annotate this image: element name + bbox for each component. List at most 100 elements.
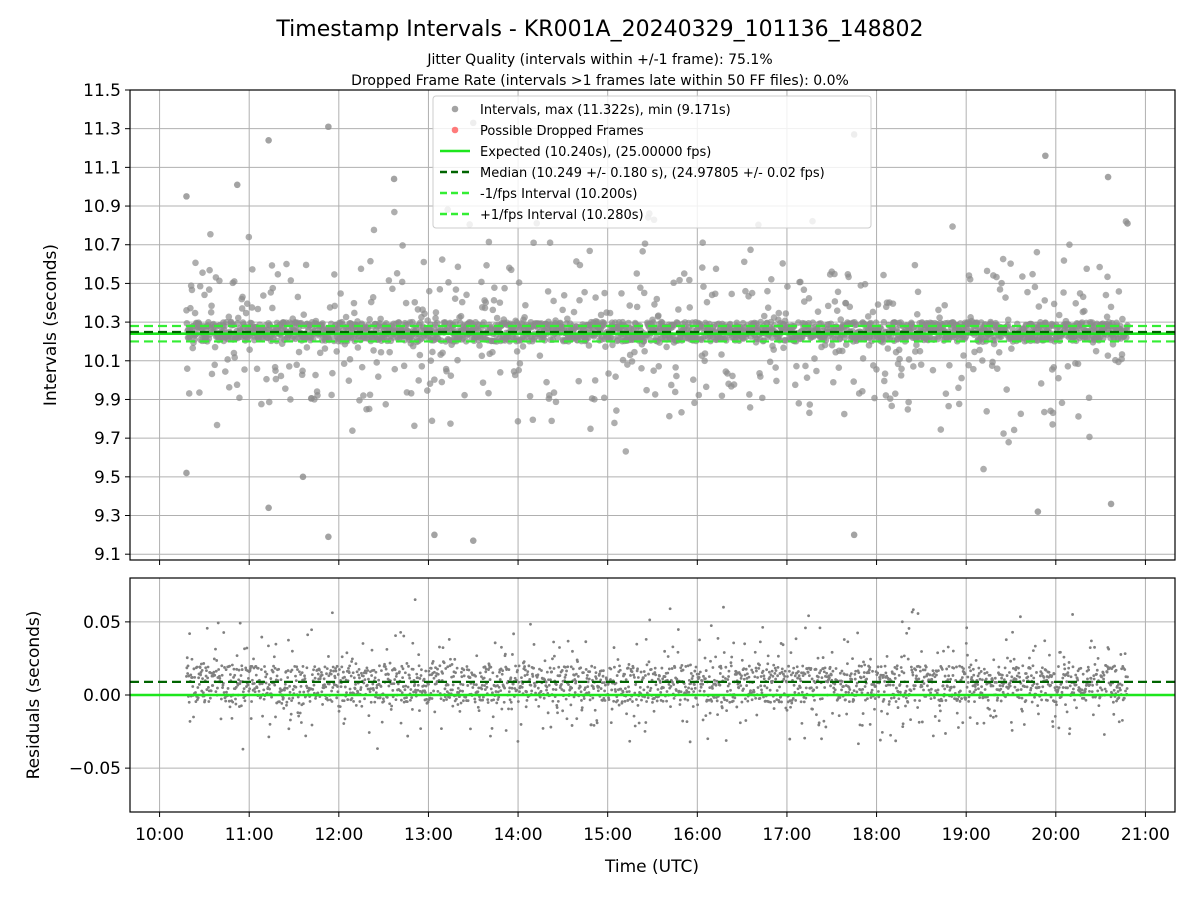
residual-point xyxy=(222,691,226,694)
interval-point xyxy=(772,364,779,371)
residual-point xyxy=(333,676,337,680)
residual-point xyxy=(239,674,243,677)
interval-point xyxy=(489,348,496,356)
residual-point xyxy=(874,684,878,688)
residual-point xyxy=(694,665,698,669)
residual-point xyxy=(784,706,788,710)
residual-point xyxy=(617,703,621,707)
interval-point xyxy=(601,289,608,297)
residual-point xyxy=(922,688,925,692)
residual-point xyxy=(1096,657,1100,660)
residual-point xyxy=(815,686,819,689)
residual-point xyxy=(468,676,472,679)
interval-point xyxy=(260,292,267,299)
residual-point xyxy=(868,723,872,726)
interval-point xyxy=(491,284,498,291)
residual-point xyxy=(474,683,478,687)
residual-point xyxy=(901,725,905,729)
residual-point xyxy=(860,664,863,668)
top-y-tick-label: 11.1 xyxy=(83,158,121,178)
residual-point xyxy=(316,691,320,695)
interval-point xyxy=(980,465,987,473)
residual-point xyxy=(911,608,915,612)
residual-point xyxy=(751,671,755,674)
residual-point xyxy=(982,667,986,671)
interval-point xyxy=(695,391,703,399)
bottom-y-tick-label: 0.05 xyxy=(83,613,121,633)
interval-point xyxy=(529,416,537,424)
residual-point xyxy=(770,669,774,673)
residual-point xyxy=(280,701,284,705)
residual-point xyxy=(551,657,554,661)
residual-point xyxy=(1033,644,1037,648)
interval-point xyxy=(800,298,808,305)
residual-point xyxy=(777,700,781,704)
residual-point xyxy=(558,646,561,649)
residual-point xyxy=(369,700,373,704)
residual-point xyxy=(305,666,309,670)
residual-point xyxy=(538,667,541,671)
residual-point xyxy=(602,669,605,673)
residual-point xyxy=(469,727,472,731)
residual-point xyxy=(252,657,255,661)
residual-point xyxy=(594,671,598,675)
interval-point xyxy=(831,298,839,305)
residual-point xyxy=(684,685,687,689)
residual-point xyxy=(667,667,671,671)
residual-point xyxy=(405,662,409,665)
residual-point xyxy=(993,709,996,713)
interval-point xyxy=(365,405,373,413)
residual-point xyxy=(574,672,578,676)
residual-point xyxy=(1067,661,1071,664)
residual-point xyxy=(1123,668,1127,671)
residual-point xyxy=(1051,725,1055,728)
interval-point xyxy=(970,365,977,373)
residual-point xyxy=(803,736,807,740)
residual-point xyxy=(1086,665,1090,669)
residual-point xyxy=(1028,666,1032,670)
residual-point xyxy=(515,688,519,692)
residual-point xyxy=(574,680,578,683)
residual-point xyxy=(1066,671,1070,675)
residual-point xyxy=(537,704,541,708)
residual-point xyxy=(914,668,918,672)
residual-point xyxy=(433,710,437,714)
residual-point xyxy=(335,696,339,700)
residual-point xyxy=(906,700,910,704)
residual-point xyxy=(627,690,631,693)
residual-point xyxy=(539,689,543,693)
residual-point xyxy=(844,690,848,694)
residual-point xyxy=(681,668,685,672)
interval-point xyxy=(989,358,996,366)
interval-point xyxy=(1115,288,1123,295)
residual-point xyxy=(193,675,197,679)
residual-point xyxy=(980,678,984,682)
residual-point xyxy=(589,723,593,727)
interval-point xyxy=(1050,363,1058,371)
residual-point xyxy=(783,669,787,673)
residual-point xyxy=(846,662,849,666)
interval-point xyxy=(724,370,731,377)
interval-point xyxy=(454,356,461,364)
residual-point xyxy=(983,671,987,675)
residual-point xyxy=(744,667,748,671)
interval-point xyxy=(374,373,382,380)
residual-point xyxy=(1050,681,1054,684)
residual-point xyxy=(899,666,903,669)
residual-point xyxy=(1002,682,1005,686)
residual-point xyxy=(917,677,921,681)
interval-point xyxy=(1060,289,1067,296)
interval-point xyxy=(213,421,221,429)
residual-point xyxy=(254,673,258,677)
residual-point xyxy=(380,669,383,672)
residual-point xyxy=(1057,665,1060,668)
residual-point xyxy=(252,681,256,685)
interval-point xyxy=(993,365,1001,372)
residual-point xyxy=(527,664,531,668)
residual-point xyxy=(772,707,776,710)
interval-point xyxy=(640,289,648,297)
interval-point xyxy=(740,258,748,266)
residual-point xyxy=(585,676,589,680)
interval-point xyxy=(207,230,214,238)
residual-point xyxy=(833,688,837,692)
